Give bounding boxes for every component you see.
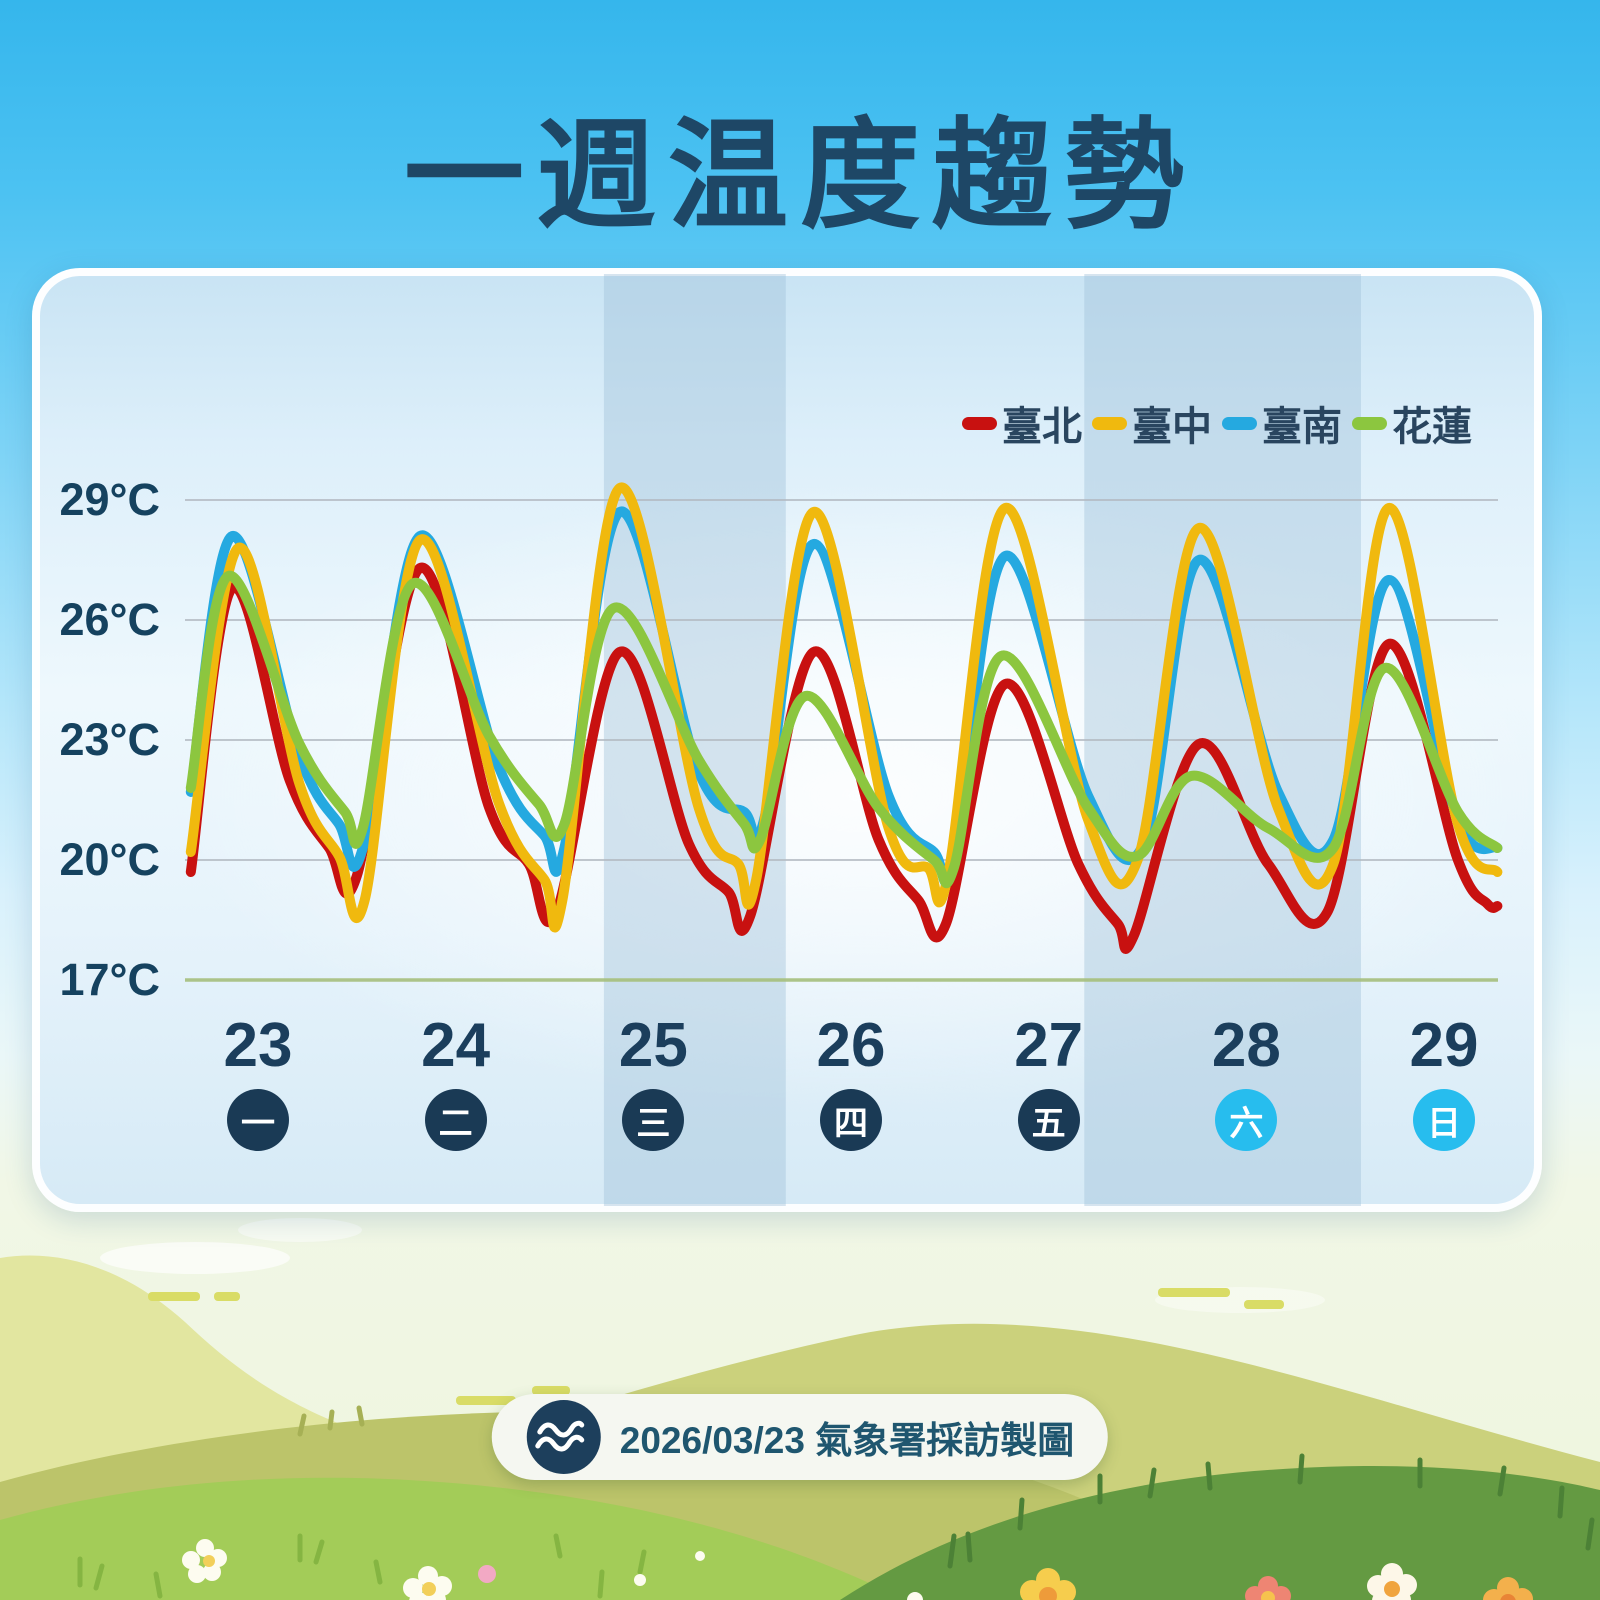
x-axis-day: 27 五 bbox=[999, 1012, 1099, 1151]
weekday-badge: 五 bbox=[1017, 1089, 1080, 1151]
legend-item: 臺北 bbox=[962, 394, 1082, 452]
legend-label: 臺北 bbox=[1002, 405, 1082, 449]
weekday-badge: 日 bbox=[1413, 1089, 1476, 1151]
legend-color-swatch bbox=[962, 416, 997, 430]
y-axis-label: 26°C bbox=[59, 594, 160, 645]
y-axis-label: 17°C bbox=[59, 954, 160, 1005]
y-axis-label: 20°C bbox=[59, 834, 160, 885]
legend-item: 臺中 bbox=[1092, 394, 1212, 452]
weekday-badge: 四 bbox=[820, 1089, 882, 1151]
x-axis-day: 24 二 bbox=[406, 1012, 506, 1151]
x-axis-day: 28 六 bbox=[1196, 1012, 1296, 1151]
x-axis-day: 25 三 bbox=[603, 1012, 703, 1151]
series-line-臺中 bbox=[185, 482, 1503, 933]
flowers-decoration bbox=[182, 1539, 1533, 1600]
date-label: 27 bbox=[1014, 1011, 1084, 1080]
legend-item: 臺南 bbox=[1222, 394, 1342, 452]
date-label: 26 bbox=[816, 1011, 886, 1080]
date-label: 24 bbox=[421, 1011, 491, 1080]
footer-credit: 2026/03/23 氣象署採訪製圖 bbox=[491, 1394, 1109, 1480]
legend-color-swatch bbox=[1222, 416, 1257, 430]
chart-legend: 臺北 臺中 臺南 花蓮 bbox=[962, 394, 1472, 452]
date-label: 29 bbox=[1409, 1011, 1479, 1080]
x-axis-day: 26 四 bbox=[801, 1012, 901, 1151]
y-axis-label: 29°C bbox=[59, 474, 160, 525]
weekday-badge: 六 bbox=[1215, 1089, 1278, 1151]
date-label: 25 bbox=[618, 1011, 688, 1080]
legend-color-swatch bbox=[1352, 416, 1387, 430]
date-label: 23 bbox=[223, 1011, 293, 1080]
weekday-badge: 一 bbox=[227, 1089, 289, 1151]
legend-label: 臺中 bbox=[1132, 405, 1212, 449]
legend-item: 花蓮 bbox=[1352, 394, 1472, 452]
x-axis-day: 29 日 bbox=[1394, 1012, 1494, 1151]
legend-label: 臺南 bbox=[1262, 405, 1342, 449]
footer-text: 2026/03/23 氣象署採訪製圖 bbox=[619, 1420, 1075, 1461]
weekday-badge: 二 bbox=[424, 1089, 487, 1151]
cwa-wave-logo-icon bbox=[526, 1400, 601, 1474]
x-axis-day: 23 一 bbox=[208, 1012, 308, 1151]
series-line-花蓮 bbox=[185, 571, 1503, 889]
weekday-badge: 三 bbox=[622, 1089, 685, 1151]
date-label: 28 bbox=[1211, 1011, 1281, 1080]
page-title: 一週温度趨勢 bbox=[404, 109, 1196, 243]
legend-label: 花蓮 bbox=[1392, 405, 1472, 449]
y-axis-label: 23°C bbox=[59, 714, 160, 765]
legend-color-swatch bbox=[1092, 416, 1127, 430]
